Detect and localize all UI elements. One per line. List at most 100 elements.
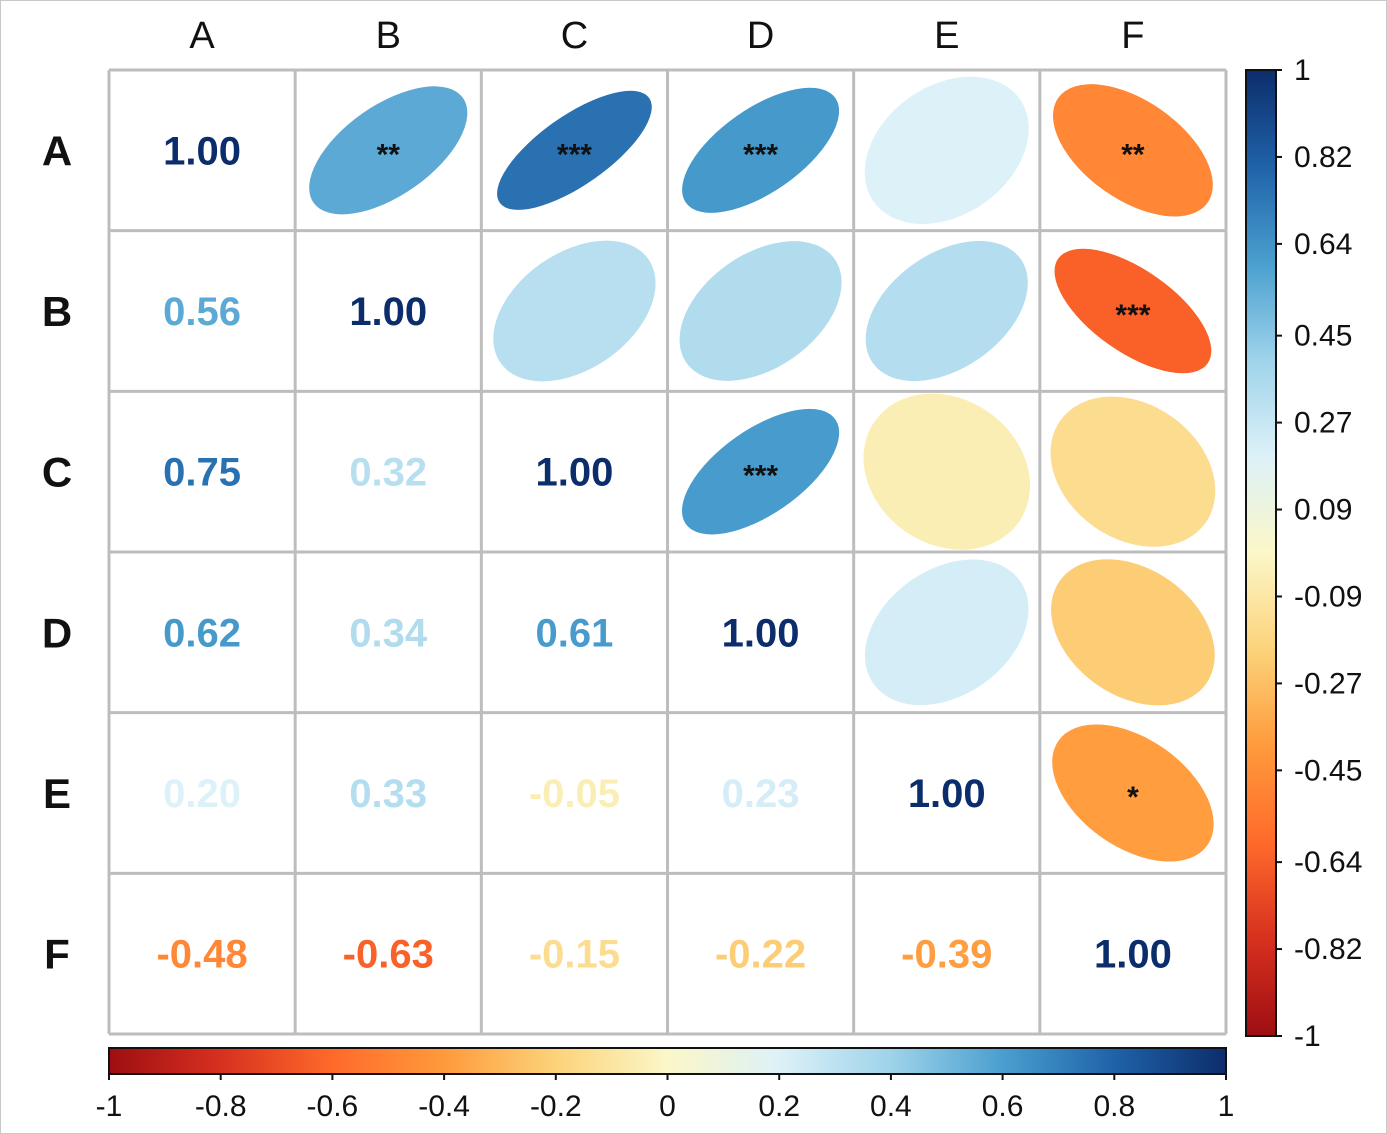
- row-label-b: B: [42, 288, 72, 335]
- cell-value-label: 1.00: [908, 772, 986, 816]
- column-label-d: D: [747, 15, 774, 57]
- grid-layer: [107, 68, 1228, 1036]
- row-label-c: C: [42, 449, 72, 496]
- row-label-e: E: [43, 770, 71, 817]
- colorbar-right-tick-label: -0.82: [1294, 933, 1362, 966]
- cell-f-b: -0.63: [343, 933, 434, 977]
- colorbar-bottom-tick-label: -0.6: [307, 1090, 359, 1123]
- cell-c-e: [863, 393, 1031, 550]
- cell-value-label: 1.00: [722, 611, 800, 655]
- row-label-a: A: [42, 127, 72, 174]
- cell-value-label: -0.63: [343, 933, 434, 977]
- cell-value-label: 0.56: [163, 290, 241, 334]
- cell-a-a: 1.00: [163, 129, 241, 173]
- correlation-ellipse: [682, 87, 840, 213]
- cell-d-d: 1.00: [722, 611, 800, 655]
- cell-b-a: 0.56: [163, 290, 241, 334]
- cell-c-b: 0.32: [349, 451, 427, 495]
- column-label-b: B: [376, 15, 401, 57]
- column-label-c: C: [561, 15, 588, 57]
- significance-stars: **: [1121, 138, 1145, 171]
- cell-value-label: 0.75: [163, 451, 241, 495]
- cell-a-e: [864, 76, 1029, 224]
- correlation-ellipse: [309, 86, 468, 215]
- cell-e-c: -0.05: [529, 772, 620, 816]
- colorbar-right: 1 0.82 0.64 0.45 0.27 0.09 -0.09 -0.27 -0.45 -0.6…: [1245, 54, 1362, 1053]
- cell-f-d: -0.22: [715, 933, 806, 977]
- column-label-e: E: [934, 15, 959, 57]
- cell-value-label: 1.00: [535, 451, 613, 495]
- cell-value-label: 0.62: [163, 611, 241, 655]
- cell-d-a: 0.62: [163, 611, 241, 655]
- colorbar-right-tick-label: -1: [1294, 1020, 1321, 1053]
- colorbar-bottom-tick-label: 0: [659, 1090, 676, 1123]
- cells-layer: 1.00 ** *** *** **0.56 1.00 ***0.75 0.32 1.00 ***…: [156, 76, 1216, 977]
- cell-c-f: [1050, 396, 1216, 547]
- cell-b-b: 1.00: [349, 290, 427, 334]
- colorbar-bottom-tick-label: 0.6: [982, 1090, 1024, 1123]
- cell-value-label: -0.39: [901, 933, 992, 977]
- correlation-ellipse: [863, 393, 1031, 550]
- cell-d-b: 0.34: [349, 611, 428, 655]
- correlation-ellipse: [1054, 248, 1212, 374]
- cell-d-e: [865, 559, 1029, 706]
- correlation-ellipse: [679, 241, 842, 381]
- correlation-ellipse: [865, 240, 1028, 382]
- colorbar-right-tick-label: 1: [1294, 54, 1311, 87]
- colorbar-bottom-tick-label: 0.8: [1093, 1090, 1135, 1123]
- cell-value-label: 0.32: [349, 451, 427, 495]
- significance-stars: ***: [743, 460, 778, 493]
- colorbar-right-tick-label: -0.27: [1294, 667, 1362, 700]
- cell-d-c: 0.61: [535, 611, 613, 655]
- colorbar-right-tick-label: -0.09: [1294, 580, 1362, 613]
- correlation-ellipse: [1052, 724, 1214, 862]
- colorbar-bottom-tick-label: -0.4: [418, 1090, 470, 1123]
- colorbar-bottom-tick-label: 0.2: [758, 1090, 800, 1123]
- colorbar-bottom-tick-label: 1: [1218, 1090, 1235, 1123]
- cell-c-a: 0.75: [163, 451, 241, 495]
- cell-a-b: **: [309, 86, 468, 215]
- colorbar-bottom-gradient: [108, 1047, 1227, 1075]
- cell-b-d: [679, 241, 842, 381]
- cell-f-a: -0.48: [156, 933, 247, 977]
- cell-value-label: 1.00: [349, 290, 427, 334]
- correlation-ellipse: [497, 90, 652, 210]
- cell-value-label: 1.00: [163, 129, 241, 173]
- column-label-f: F: [1121, 15, 1144, 57]
- correlation-ellipse: [682, 408, 840, 535]
- cell-c-d: ***: [682, 408, 840, 535]
- cell-a-f: **: [1052, 84, 1213, 217]
- correlation-ellipse: [865, 559, 1029, 706]
- cell-e-f: *: [1052, 724, 1214, 862]
- cell-c-c: 1.00: [535, 451, 613, 495]
- cell-value-label: -0.15: [529, 933, 620, 977]
- cell-e-b: 0.33: [349, 772, 427, 816]
- cell-value-label: 0.34: [349, 611, 428, 655]
- cell-f-e: -0.39: [901, 933, 992, 977]
- colorbar-bottom-tick-label: -0.2: [530, 1090, 582, 1123]
- cell-f-f: 1.00: [1094, 933, 1172, 977]
- significance-stars: ***: [557, 138, 592, 171]
- colorbar-bottom-tick-label: -1: [96, 1090, 123, 1123]
- significance-stars: ***: [743, 138, 778, 171]
- cell-value-label: 0.23: [722, 772, 800, 816]
- colorbar-right-tick-label: 0.27: [1294, 407, 1352, 440]
- cell-f-c: -0.15: [529, 933, 620, 977]
- significance-stars: ***: [1115, 299, 1150, 332]
- cell-value-label: 0.20: [163, 772, 241, 816]
- cell-d-f: [1051, 559, 1215, 706]
- cell-e-e: 1.00: [908, 772, 986, 816]
- cell-e-a: 0.20: [163, 772, 241, 816]
- colorbar-bottom: -1 -0.8 -0.6 -0.4 -0.2 0 0.2 0.4 0.6 0.8 1: [96, 1047, 1235, 1123]
- cell-value-label: 0.33: [349, 772, 427, 816]
- colorbar-bottom-tick-label: -0.8: [195, 1090, 247, 1123]
- colorbar-right-tick-label: -0.64: [1294, 846, 1362, 879]
- correlation-ellipse: [493, 240, 656, 382]
- column-label-a: A: [189, 15, 215, 57]
- cell-value-label: -0.48: [156, 933, 247, 977]
- colorbar-right-tick-label: 0.09: [1294, 494, 1352, 527]
- colorbar-right-tick-label: 0.64: [1294, 228, 1352, 261]
- cell-a-c: ***: [497, 90, 652, 210]
- correlation-ellipse: [1050, 396, 1216, 547]
